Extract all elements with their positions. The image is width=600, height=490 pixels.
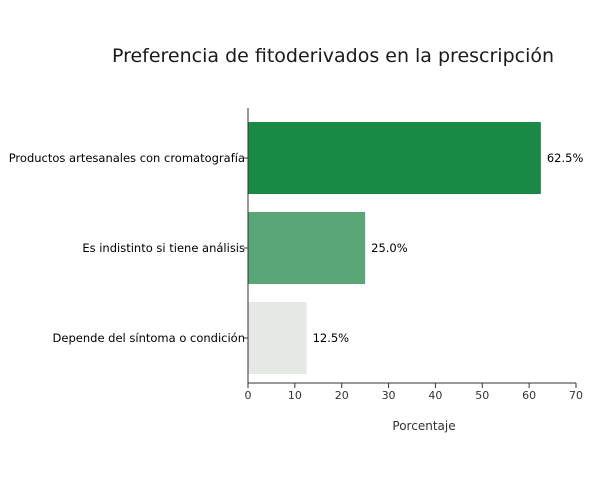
x-ticks-group: 0 10 20 30 40 50 60 70 — [245, 383, 583, 402]
x-tick-label: 70 — [569, 389, 583, 402]
category-label: Es indistinto si tiene análisis — [82, 241, 245, 255]
chart-title: Preferencia de fitoderivados en la presc… — [112, 45, 554, 67]
x-tick-label: 60 — [522, 389, 536, 402]
bar — [248, 122, 541, 194]
x-tick-label: 20 — [335, 389, 349, 402]
x-tick-label: 0 — [245, 389, 252, 402]
category-label: Productos artesanales con cromatografía — [9, 151, 245, 165]
x-axis-label: Porcentaje — [392, 419, 455, 433]
bar — [248, 302, 307, 374]
x-tick-label: 40 — [428, 389, 442, 402]
value-label: 25.0% — [371, 241, 408, 255]
x-tick-label: 10 — [288, 389, 302, 402]
bar — [248, 212, 366, 284]
value-label: 12.5% — [313, 331, 350, 345]
bars-group: Productos artesanales con cromatografía 6… — [9, 122, 584, 374]
value-label: 62.5% — [547, 151, 584, 165]
x-tick-label: 30 — [382, 389, 396, 402]
category-label: Depende del síntoma o condición — [53, 331, 245, 345]
x-tick-label: 50 — [475, 389, 489, 402]
